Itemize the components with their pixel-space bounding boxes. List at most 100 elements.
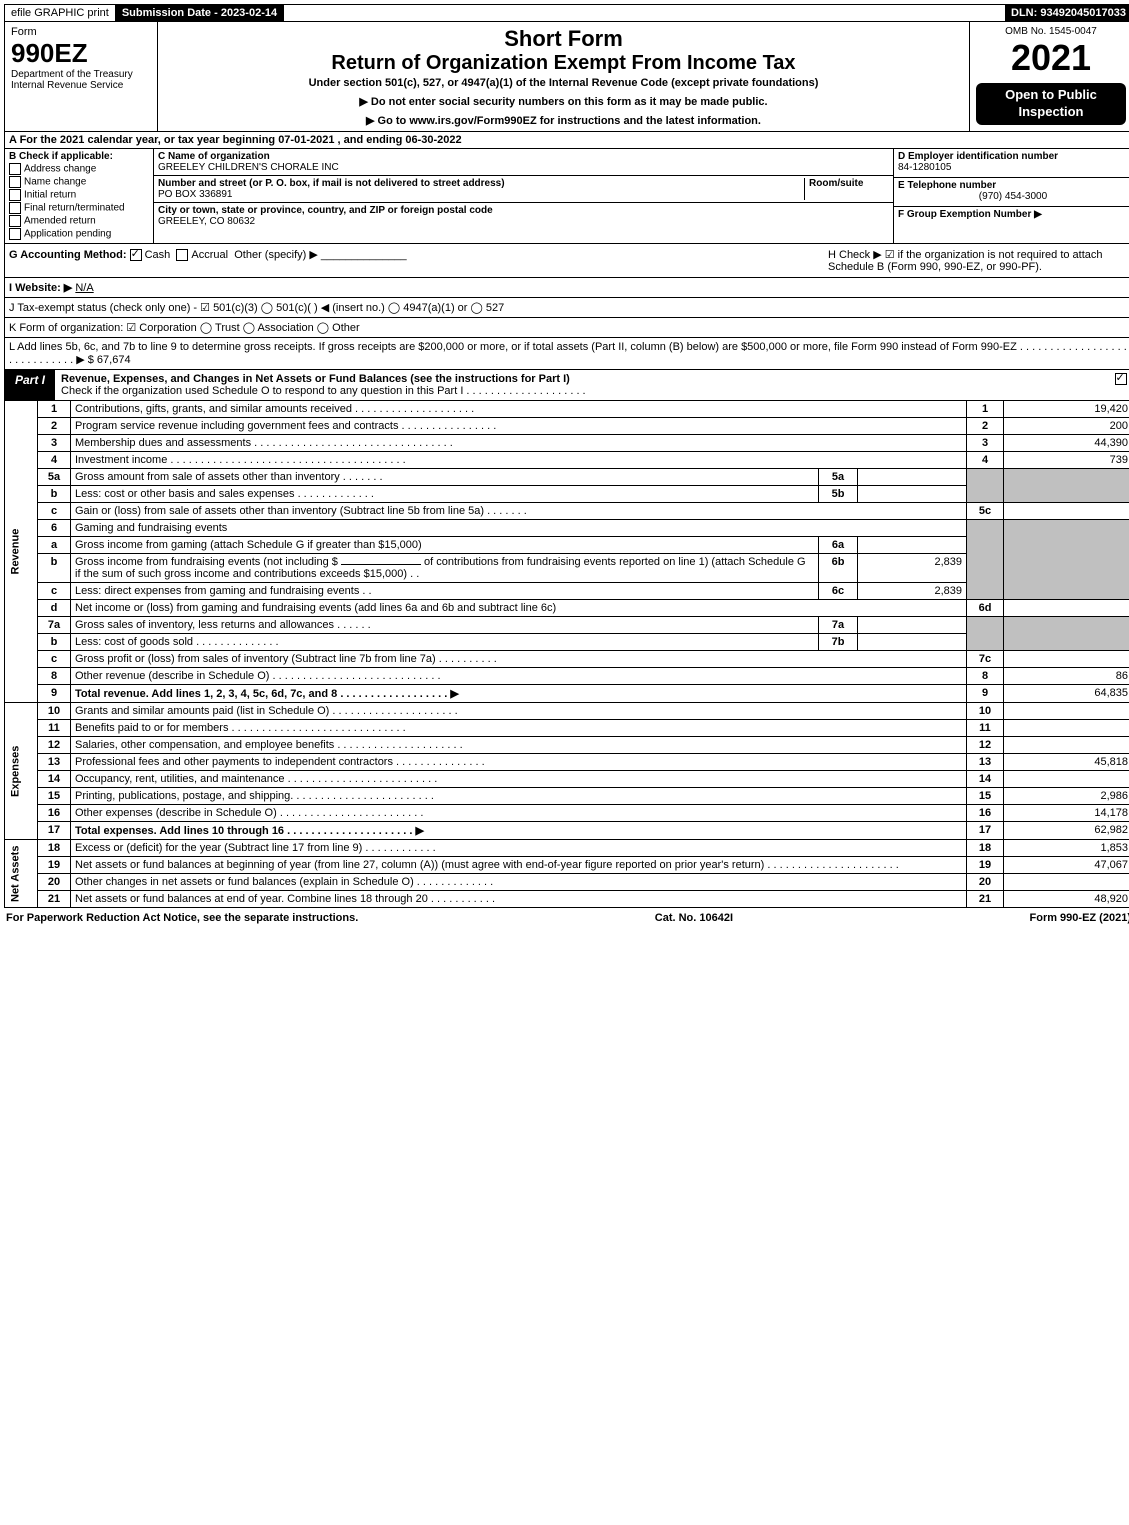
ln-11: 11 bbox=[38, 720, 71, 737]
form-header: Form 990EZ Department of the Treasury In… bbox=[4, 22, 1129, 132]
page-footer: For Paperwork Reduction Act Notice, see … bbox=[4, 908, 1129, 924]
ln-6a: a bbox=[38, 537, 71, 554]
ln-5b: b bbox=[38, 486, 71, 503]
lines-table: Revenue 1 Contributions, gifts, grants, … bbox=[4, 401, 1129, 908]
desc-3: Membership dues and assessments . . . . … bbox=[71, 435, 967, 452]
b-header: B Check if applicable: bbox=[9, 151, 149, 162]
cash-checkbox[interactable] bbox=[130, 249, 142, 261]
num-15: 15 bbox=[967, 788, 1004, 805]
desc-6b: Gross income from fundraising events (no… bbox=[71, 554, 819, 583]
tax-year: 2021 bbox=[976, 37, 1126, 79]
subamt-7b bbox=[858, 634, 967, 651]
desc-7c: Gross profit or (loss) from sales of inv… bbox=[71, 651, 967, 668]
num-2: 2 bbox=[967, 418, 1004, 435]
amt-17: 62,982 bbox=[1004, 822, 1129, 840]
ln-6d: d bbox=[38, 600, 71, 617]
opt-address-change[interactable]: Address change bbox=[9, 163, 149, 175]
opt-name-change[interactable]: Name change bbox=[9, 176, 149, 188]
num-16: 16 bbox=[967, 805, 1004, 822]
num-8: 8 bbox=[967, 668, 1004, 685]
desc-7b: Less: cost of goods sold . . . . . . . .… bbox=[71, 634, 819, 651]
phone-value: (970) 454-3000 bbox=[898, 191, 1128, 202]
schedule-b-check: H Check ▶ ☑ if the organization is not r… bbox=[828, 248, 1128, 273]
subamt-6b: 2,839 bbox=[858, 554, 967, 583]
note-instructions: ▶ Go to www.irs.gov/Form990EZ for instru… bbox=[164, 114, 963, 127]
header-left: Form 990EZ Department of the Treasury In… bbox=[5, 22, 158, 131]
amt-20 bbox=[1004, 874, 1129, 891]
section-a: A For the 2021 calendar year, or tax yea… bbox=[4, 132, 1129, 149]
netassets-label: Net Assets bbox=[5, 840, 38, 908]
opt-final-return[interactable]: Final return/terminated bbox=[9, 202, 149, 214]
sub-5b: 5b bbox=[819, 486, 858, 503]
sub-5a: 5a bbox=[819, 469, 858, 486]
amt-2: 200 bbox=[1004, 418, 1129, 435]
desc-6: Gaming and fundraising events bbox=[71, 520, 967, 537]
form-number: 990EZ bbox=[11, 38, 151, 69]
accrual-checkbox[interactable] bbox=[176, 249, 188, 261]
col-b: B Check if applicable: Address change Na… bbox=[5, 149, 154, 243]
expenses-label: Expenses bbox=[5, 703, 38, 840]
footer-right: Form 990-EZ (2021) bbox=[1030, 912, 1129, 924]
num-13: 13 bbox=[967, 754, 1004, 771]
amt-8: 86 bbox=[1004, 668, 1129, 685]
desc-18: Excess or (deficit) for the year (Subtra… bbox=[71, 840, 967, 857]
desc-12: Salaries, other compensation, and employ… bbox=[71, 737, 967, 754]
desc-20: Other changes in net assets or fund bala… bbox=[71, 874, 967, 891]
num-5c: 5c bbox=[967, 503, 1004, 520]
desc-11: Benefits paid to or for members . . . . … bbox=[71, 720, 967, 737]
grey-7 bbox=[967, 617, 1004, 651]
revenue-label: Revenue bbox=[5, 401, 38, 703]
sub-7a: 7a bbox=[819, 617, 858, 634]
desc-21: Net assets or fund balances at end of ye… bbox=[71, 891, 967, 908]
ln-6c: c bbox=[38, 583, 71, 600]
org-name-label: C Name of organization bbox=[158, 151, 889, 162]
addr-value: PO BOX 336891 bbox=[158, 189, 233, 200]
amt-14 bbox=[1004, 771, 1129, 788]
ln-15: 15 bbox=[38, 788, 71, 805]
dln: DLN: 93492045017033 bbox=[1005, 5, 1129, 21]
form-label: Form bbox=[11, 26, 151, 38]
desc-17: Total expenses. Add lines 10 through 16 … bbox=[71, 822, 967, 840]
num-1: 1 bbox=[967, 401, 1004, 418]
ln-7b: b bbox=[38, 634, 71, 651]
form-of-org: K Form of organization: ☑ Corporation ◯ … bbox=[4, 318, 1129, 338]
ln-7c: c bbox=[38, 651, 71, 668]
ln-16: 16 bbox=[38, 805, 71, 822]
desc-5a: Gross amount from sale of assets other t… bbox=[71, 469, 819, 486]
amt-16: 14,178 bbox=[1004, 805, 1129, 822]
open-inspection: Open to Public Inspection bbox=[976, 83, 1126, 125]
amt-5c bbox=[1004, 503, 1129, 520]
subamt-6a bbox=[858, 537, 967, 554]
amt-3: 44,390 bbox=[1004, 435, 1129, 452]
submission-date: Submission Date - 2023-02-14 bbox=[116, 5, 284, 21]
tax-exempt-status: J Tax-exempt status (check only one) - ☑… bbox=[4, 298, 1129, 318]
dept-label: Department of the Treasury Internal Reve… bbox=[11, 69, 151, 91]
ln-14: 14 bbox=[38, 771, 71, 788]
under-section: Under section 501(c), 527, or 4947(a)(1)… bbox=[164, 77, 963, 89]
amt-18: 1,853 bbox=[1004, 840, 1129, 857]
website-row: I Website: ▶ N/A bbox=[4, 278, 1129, 298]
amt-4: 739 bbox=[1004, 452, 1129, 469]
num-3: 3 bbox=[967, 435, 1004, 452]
part1-title: Revenue, Expenses, and Changes in Net As… bbox=[55, 370, 1112, 400]
opt-application-pending[interactable]: Application pending bbox=[9, 228, 149, 240]
num-11: 11 bbox=[967, 720, 1004, 737]
num-19: 19 bbox=[967, 857, 1004, 874]
subamt-7a bbox=[858, 617, 967, 634]
opt-initial-return[interactable]: Initial return bbox=[9, 189, 149, 201]
ln-19: 19 bbox=[38, 857, 71, 874]
ln-12: 12 bbox=[38, 737, 71, 754]
ln-2: 2 bbox=[38, 418, 71, 435]
desc-14: Occupancy, rent, utilities, and maintena… bbox=[71, 771, 967, 788]
ln-20: 20 bbox=[38, 874, 71, 891]
opt-amended-return[interactable]: Amended return bbox=[9, 215, 149, 227]
amt-19: 47,067 bbox=[1004, 857, 1129, 874]
addr-label: Number and street (or P. O. box, if mail… bbox=[158, 178, 800, 189]
ein-value: 84-1280105 bbox=[898, 162, 951, 173]
ln-6b: b bbox=[38, 554, 71, 583]
part1-schedule-o-check[interactable] bbox=[1112, 370, 1129, 400]
ln-4: 4 bbox=[38, 452, 71, 469]
desc-5b: Less: cost or other basis and sales expe… bbox=[71, 486, 819, 503]
amt-6d bbox=[1004, 600, 1129, 617]
desc-10: Grants and similar amounts paid (list in… bbox=[71, 703, 967, 720]
